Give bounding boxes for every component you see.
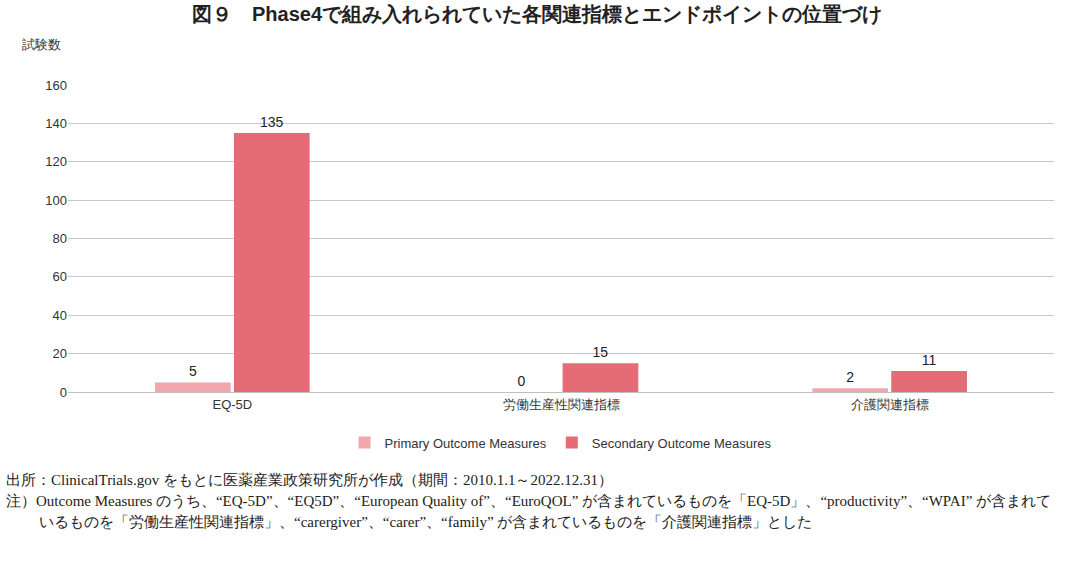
svg-text:5: 5 bbox=[189, 363, 197, 379]
svg-text:11: 11 bbox=[922, 352, 937, 368]
svg-text:Primary Outcome Measures: Primary Outcome Measures bbox=[385, 436, 547, 451]
html-text:出所：ClinicalTrials.gov をもとに医薬産業: 出所：ClinicalTrials.gov をもとに医薬産業政策研究所が作成（期… bbox=[6, 472, 613, 488]
svg-text:100: 100 bbox=[45, 193, 67, 208]
html-text:注）Outcome Measures のうち、“EQ-5D”: 注）Outcome Measures のうち、“EQ-5D”、“EQ5D”、“E… bbox=[6, 493, 1052, 530]
svg-text:図９ Phase4で組み入れられていた各関連指標とエンドポイ: 図９ Phase4で組み入れられていた各関連指標とエンドポイントの位置づけ bbox=[192, 3, 882, 26]
svg-text:2: 2 bbox=[846, 369, 854, 385]
svg-text:15: 15 bbox=[593, 344, 609, 360]
svg-text:0: 0 bbox=[518, 373, 526, 389]
svg-text:0: 0 bbox=[60, 385, 67, 400]
svg-text:60: 60 bbox=[53, 269, 67, 284]
svg-text:介護関連指標: 介護関連指標 bbox=[851, 397, 929, 412]
svg-text:80: 80 bbox=[53, 231, 67, 246]
svg-text:EQ-5D: EQ-5D bbox=[212, 397, 252, 412]
svg-text:20: 20 bbox=[53, 346, 67, 361]
svg-text:140: 140 bbox=[45, 116, 67, 131]
svg-text:120: 120 bbox=[45, 154, 67, 169]
svg-text:労働生産性関連指標: 労働生産性関連指標 bbox=[503, 397, 620, 412]
svg-text:試験数: 試験数 bbox=[22, 37, 61, 52]
svg-text:40: 40 bbox=[53, 308, 67, 323]
svg-text:135: 135 bbox=[260, 114, 284, 130]
svg-text:160: 160 bbox=[45, 78, 67, 93]
svg-text:Secondary Outcome Measures: Secondary Outcome Measures bbox=[592, 436, 772, 451]
